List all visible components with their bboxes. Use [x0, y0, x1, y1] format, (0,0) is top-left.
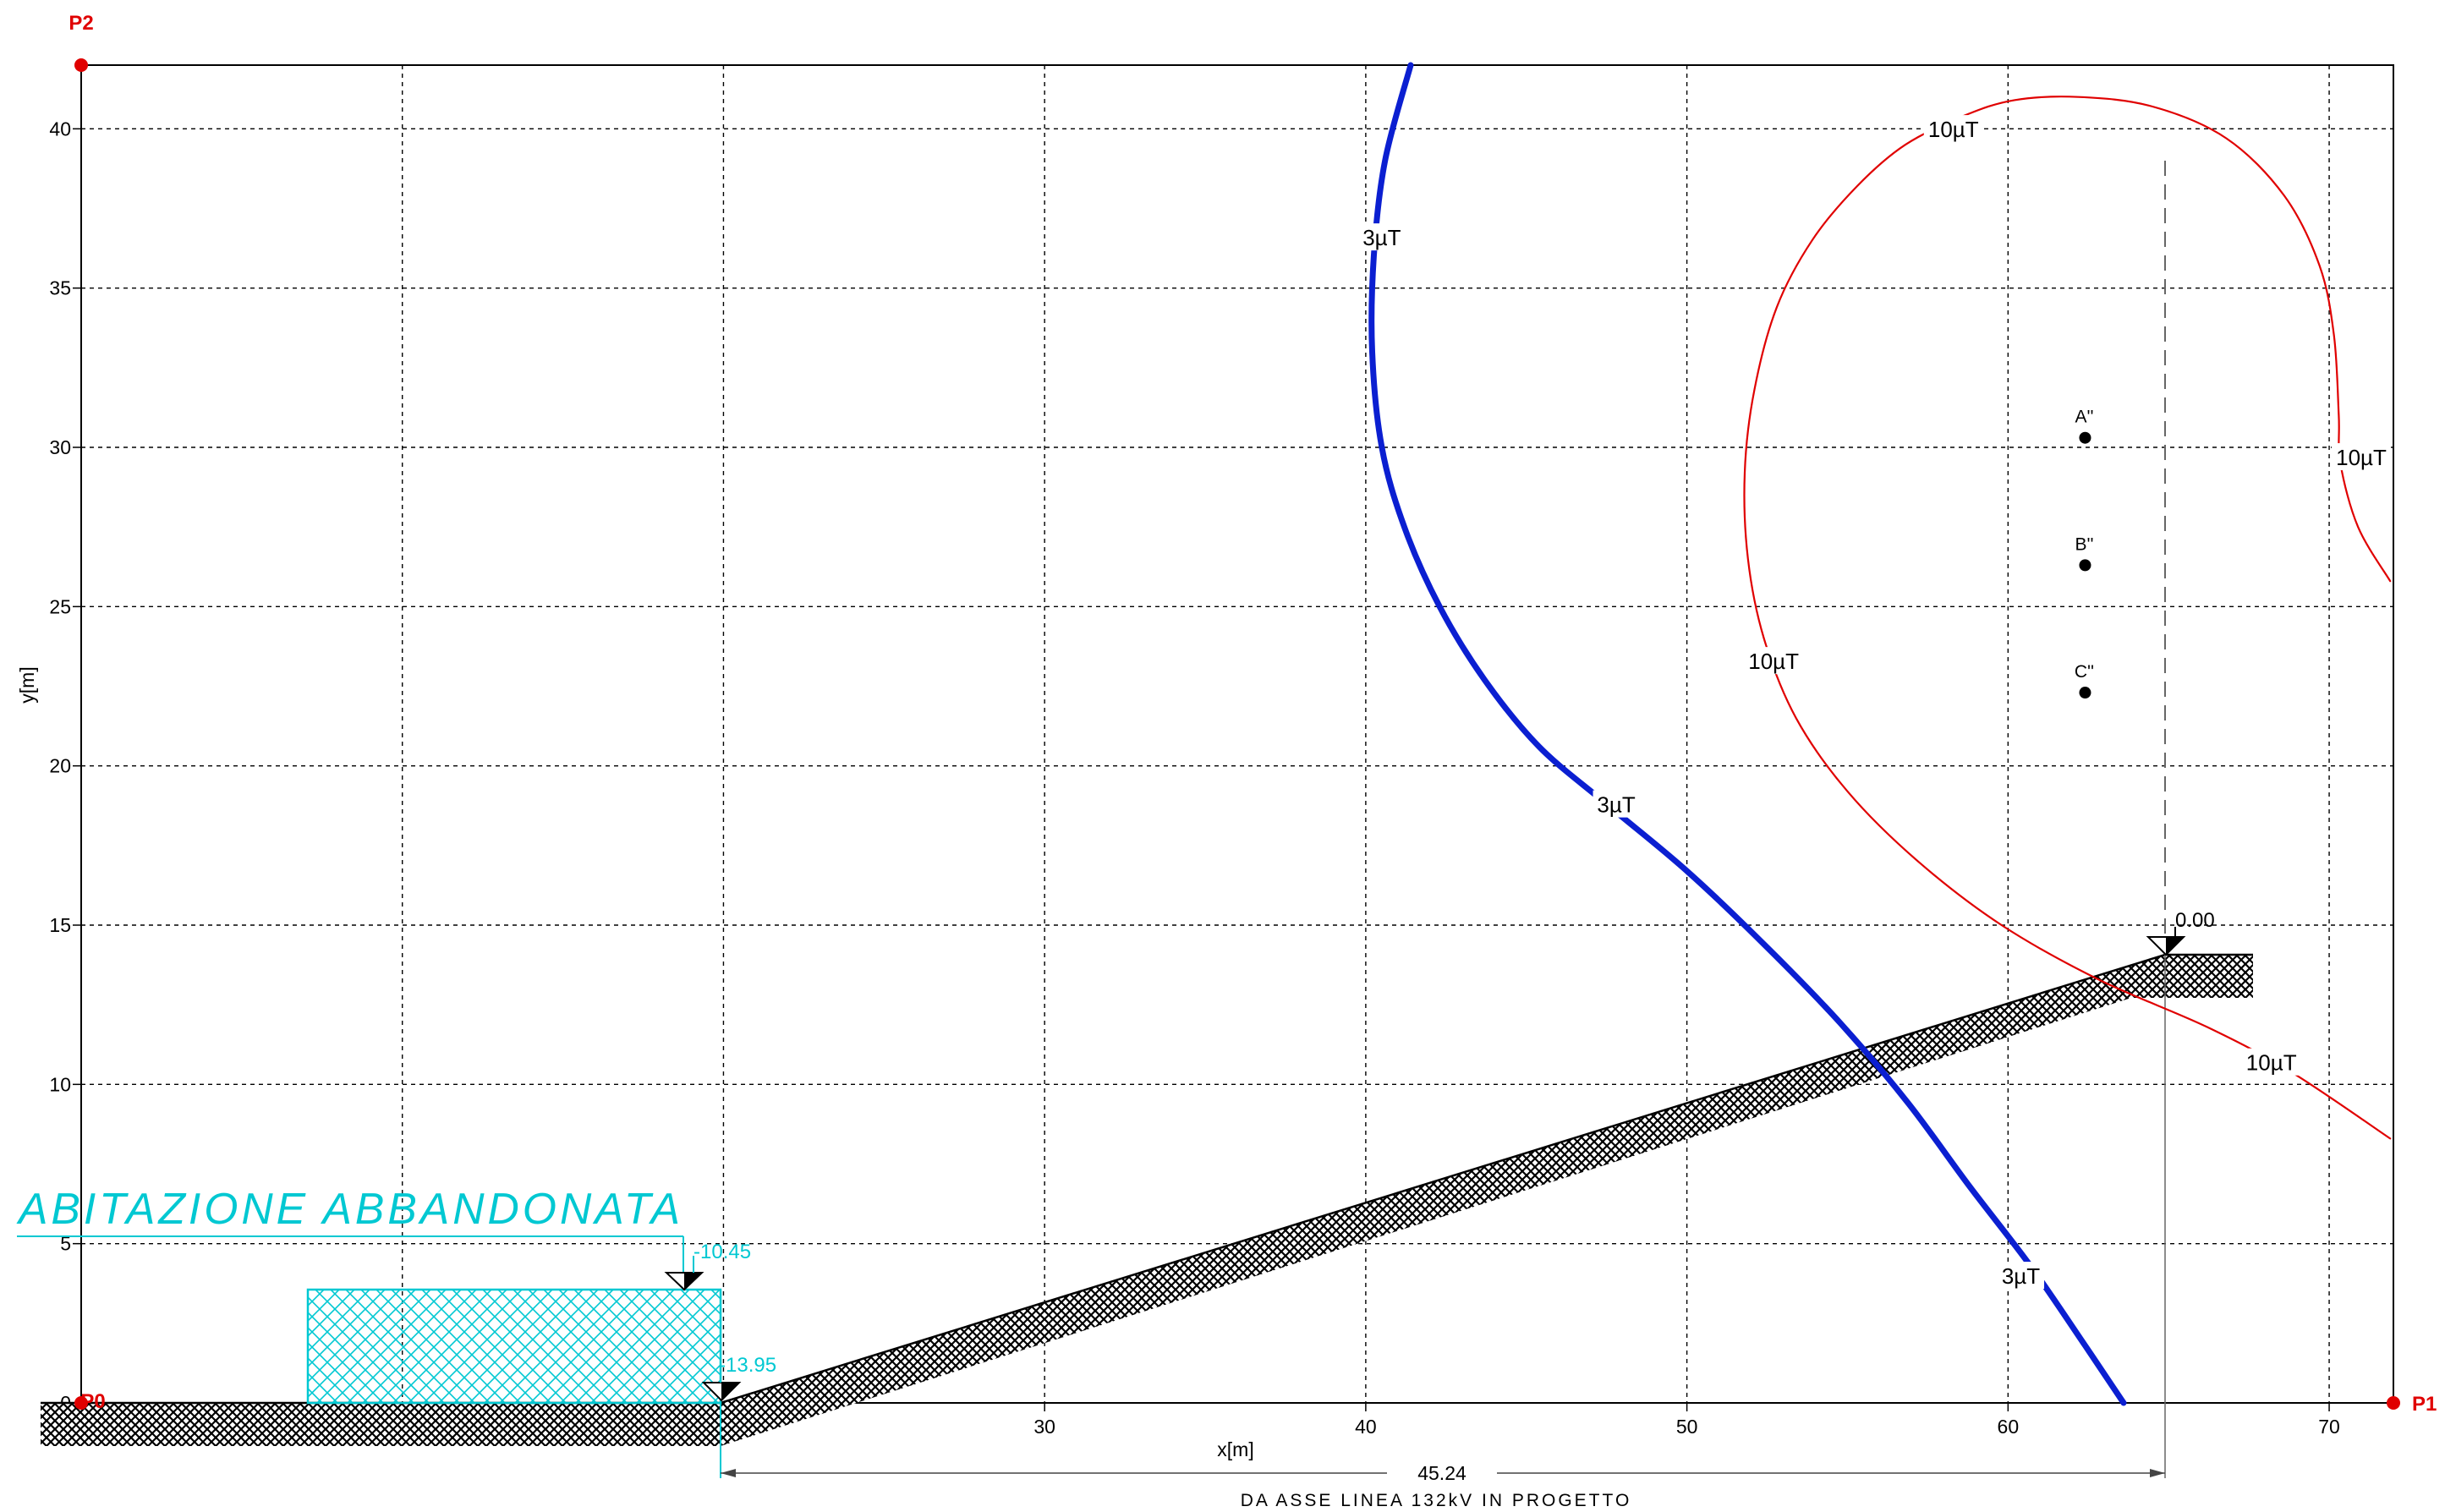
y-tick-label: 25: [49, 595, 71, 617]
y-axis-label: y[m]: [16, 666, 38, 703]
y-tick-label: 15: [49, 914, 71, 936]
dimension-caption: DA ASSE LINEA 132kV IN PROGETTO: [1241, 1491, 1632, 1510]
contour-label: 10µT: [2336, 445, 2387, 470]
terrain-slope: [721, 955, 2253, 1446]
dimension-arrow-left: [721, 1469, 736, 1477]
contour-label: 3µT: [1597, 792, 1635, 818]
contour-label-background: [1923, 115, 1983, 143]
calculation-point-marker: [2079, 431, 2091, 444]
x-tick-label: 30: [1033, 1416, 1055, 1438]
contour-label-background: [1744, 647, 1804, 675]
datum-level-marker-fill: [2166, 937, 2184, 955]
calculation-point-label: A'': [2075, 408, 2093, 427]
base-level-label: -13.95: [719, 1354, 776, 1377]
building-label: ABITAZIONE ABBANDONATA: [16, 1185, 683, 1234]
y-tick-label: 5: [60, 1233, 71, 1255]
base-level-marker-fill: [721, 1383, 739, 1400]
roof-level-label: -10.45: [693, 1241, 751, 1263]
contour-label-background: [1998, 1262, 2045, 1290]
datum-level-label: 0.00: [2175, 909, 2215, 932]
y-tick-label: 20: [49, 755, 71, 777]
calculation-point-label: C'': [2075, 662, 2094, 682]
y-tick-label: 10: [49, 1073, 71, 1095]
contour-label: 10µT: [2246, 1050, 2297, 1076]
contour-10ut: [1743, 96, 2392, 1140]
contour-label: 3µT: [1362, 225, 1401, 250]
roof-level-marker-fill: [684, 1273, 702, 1290]
terrain-ground-flat: [41, 1403, 721, 1446]
plot-frame: [80, 64, 2394, 1404]
contour-3ut: [1368, 62, 2127, 1406]
calculation-point-label: B'': [2075, 534, 2093, 554]
contour-label: 10µT: [1928, 117, 1979, 142]
x-tick-label: 60: [1998, 1416, 2020, 1438]
terrain: [41, 953, 2253, 1446]
corner-point-marker: [74, 1396, 88, 1410]
grid: [81, 65, 2393, 1403]
dimension-arrow-right: [2150, 1469, 2165, 1477]
calculation-point-marker: [2079, 559, 2091, 572]
y-tick-label: 35: [49, 277, 71, 299]
corner-point-label: P2: [69, 12, 93, 35]
y-tick-label: 40: [49, 118, 71, 140]
corner-point-marker: [74, 58, 88, 72]
building-footprint: [306, 1288, 722, 1405]
contour-label: 3µT: [2002, 1263, 2040, 1289]
x-tick-label: 40: [1355, 1416, 1377, 1438]
corner-point-label: P0: [80, 1390, 105, 1413]
x-axis-label: x[m]: [1217, 1438, 1253, 1460]
corner-point-label: P1: [2412, 1393, 2437, 1416]
x-tick-label: 70: [2318, 1416, 2340, 1438]
field-contour-labels: 3µT 3µT 3µT 10µT 10µT 10µT 10µT: [1358, 115, 2392, 1290]
contour-label-background: [2241, 1048, 2301, 1076]
calculation-points: A'' B'' C'': [2075, 408, 2094, 699]
contour-label-background: [2332, 443, 2392, 471]
corner-point-marker: [2387, 1396, 2400, 1410]
contour-label-background: [1358, 223, 1406, 251]
x-tick-label: 50: [1676, 1416, 1698, 1438]
dimension-value: 45.24: [1417, 1462, 1466, 1484]
y-tick-label: 30: [49, 436, 71, 458]
abandoned-building: ABITAZIONE ABBANDONATA -10.45 -13.95: [16, 1185, 776, 1405]
corner-points: P2 P0 P1: [69, 12, 2437, 1416]
contour-label: 10µT: [1748, 649, 1799, 674]
contour-label-background: [1593, 790, 1640, 818]
calculation-point-marker: [2079, 687, 2091, 699]
field-contours: [1368, 62, 2392, 1406]
distance-dimension: 45.24 DA ASSE LINEA 132kV IN PROGETTO: [720, 1403, 2165, 1510]
line-axis: 0.00: [2146, 161, 2215, 1478]
